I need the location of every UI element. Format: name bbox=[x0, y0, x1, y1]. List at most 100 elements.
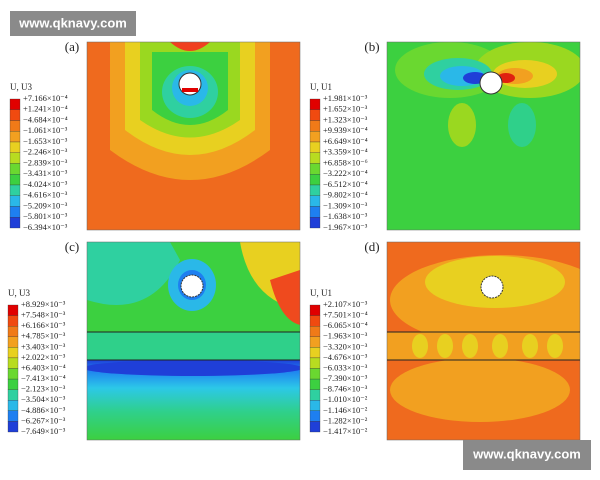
legend-swatch bbox=[7, 315, 19, 327]
legend-label: −1.653×10⁻³ bbox=[23, 136, 68, 146]
legend-label: −7.413×10⁻⁴ bbox=[21, 373, 66, 383]
legend-swatch bbox=[309, 357, 321, 369]
legend-label: +1.241×10⁻⁴ bbox=[23, 104, 68, 114]
legend-label: −2.839×10⁻³ bbox=[23, 157, 68, 167]
legend-label: +8.929×10⁻³ bbox=[21, 299, 66, 309]
legend-label: −1.417×10⁻² bbox=[323, 426, 368, 436]
legend-label: −1.146×10⁻² bbox=[323, 405, 368, 415]
legend-swatch bbox=[9, 163, 21, 175]
contour-c bbox=[87, 242, 300, 440]
legend-swatch bbox=[309, 217, 321, 229]
panel-label: (d) bbox=[364, 239, 379, 254]
legend-swatch bbox=[9, 141, 21, 153]
legend-swatch bbox=[9, 217, 21, 229]
legend-label: −2.123×10⁻³ bbox=[21, 384, 66, 394]
legend-label: +2.107×10⁻³ bbox=[323, 299, 368, 309]
contour-b bbox=[387, 42, 580, 230]
legend-label: −6.512×10⁻⁴ bbox=[323, 179, 368, 189]
legend-swatch bbox=[309, 163, 321, 175]
legend-label: −4.616×10⁻³ bbox=[23, 190, 68, 200]
legend-swatch bbox=[309, 304, 321, 316]
legend-label: −1.638×10⁻³ bbox=[323, 211, 368, 221]
legend-label: −2.246×10⁻³ bbox=[23, 147, 68, 157]
legend-label: −3.431×10⁻³ bbox=[23, 168, 68, 178]
legend-swatch bbox=[9, 195, 21, 207]
legend-label: −4.886×10⁻³ bbox=[21, 405, 66, 415]
legend-swatch bbox=[309, 141, 321, 153]
legend-swatch bbox=[9, 98, 21, 110]
legend-label: −7.649×10⁻³ bbox=[21, 426, 66, 436]
legend-label: −1.967×10⁻³ bbox=[323, 222, 368, 232]
legend-swatch bbox=[309, 109, 321, 121]
legend-label: +6.649×10⁻⁴ bbox=[323, 136, 368, 146]
legend-label: −6.033×10⁻³ bbox=[323, 362, 368, 372]
legend-swatch bbox=[7, 357, 19, 369]
legend-swatch bbox=[309, 347, 321, 359]
legend-swatch bbox=[7, 368, 19, 380]
legend-swatch bbox=[7, 421, 19, 433]
legend-swatch bbox=[9, 184, 21, 196]
legend-label: −6.394×10⁻³ bbox=[23, 222, 68, 232]
legend-label: −7.390×10⁻³ bbox=[323, 373, 368, 383]
legend-swatch bbox=[9, 131, 21, 143]
legend-swatch bbox=[7, 336, 19, 348]
legend-swatch bbox=[309, 152, 321, 164]
legend-label: +6.166×10⁻³ bbox=[21, 320, 66, 330]
legend-swatch bbox=[7, 389, 19, 401]
legend-label: −4.676×10⁻³ bbox=[323, 352, 368, 362]
watermark-box bbox=[10, 11, 136, 36]
legend-label: −1.010×10⁻² bbox=[323, 394, 368, 404]
legend-swatch bbox=[309, 400, 321, 411]
legend-label: −5.801×10⁻³ bbox=[23, 211, 68, 221]
legend-swatch bbox=[7, 326, 19, 337]
legend-label: +1.981×10⁻³ bbox=[323, 93, 368, 103]
legend-swatch bbox=[9, 152, 21, 164]
legend-label: +6.403×10⁻⁴ bbox=[21, 362, 66, 372]
legend-swatch bbox=[309, 315, 321, 327]
watermark: www.qknavy.com bbox=[18, 15, 127, 30]
legend-swatch bbox=[309, 368, 321, 380]
legend-label: −1.963×10⁻³ bbox=[323, 331, 368, 341]
legend-title: U, U3 bbox=[10, 82, 32, 92]
legend-swatch bbox=[309, 174, 321, 186]
legend-swatch bbox=[309, 336, 321, 348]
legend-label: +2.022×10⁻³ bbox=[21, 352, 66, 362]
legend-swatch bbox=[309, 421, 321, 433]
legend-swatch bbox=[309, 326, 321, 337]
legend-label: −4.684×10⁻⁴ bbox=[23, 114, 68, 124]
legend-label: −1.061×10⁻³ bbox=[23, 125, 68, 135]
legend-label: −3.504×10⁻³ bbox=[21, 394, 66, 404]
legend-label: −6.065×10⁻⁴ bbox=[323, 320, 368, 330]
legend-title: U, U1 bbox=[310, 82, 332, 92]
legend-swatch bbox=[9, 109, 21, 121]
legend-label: −1.309×10⁻³ bbox=[323, 200, 368, 210]
legend-label: −3.222×10⁻⁴ bbox=[323, 168, 368, 178]
panel-label: (c) bbox=[65, 239, 79, 254]
legend-label: −1.282×10⁻² bbox=[323, 415, 368, 425]
contour-d bbox=[387, 242, 580, 440]
legend-label: +7.548×10⁻³ bbox=[21, 310, 66, 320]
watermark-box bbox=[463, 440, 591, 470]
legend-label: +3.403×10⁻³ bbox=[21, 341, 66, 351]
legend-swatch bbox=[9, 120, 21, 132]
legend-title: U, U3 bbox=[8, 288, 30, 298]
legend-label: −6.267×10⁻³ bbox=[21, 415, 66, 425]
panel-label: (a) bbox=[65, 39, 79, 54]
legend-swatch bbox=[7, 400, 19, 411]
legend-label: −3.320×10⁻³ bbox=[323, 341, 368, 351]
watermark: www.qknavy.com bbox=[472, 446, 581, 461]
legend-swatch bbox=[309, 206, 321, 218]
legend-label: −9.802×10⁻⁴ bbox=[323, 190, 368, 200]
legend-label: −4.024×10⁻³ bbox=[23, 179, 68, 189]
legend-swatch bbox=[7, 378, 19, 390]
legend-swatch bbox=[309, 98, 321, 110]
legend-label: +1.652×10⁻³ bbox=[323, 104, 368, 114]
legend-swatch bbox=[7, 410, 19, 422]
legend-swatch bbox=[7, 347, 19, 359]
legend-swatch bbox=[309, 120, 321, 132]
legend-swatch bbox=[309, 389, 321, 401]
legend-label: +7.166×10⁻⁴ bbox=[23, 93, 68, 103]
legend-label: −8.746×10⁻³ bbox=[323, 384, 368, 394]
